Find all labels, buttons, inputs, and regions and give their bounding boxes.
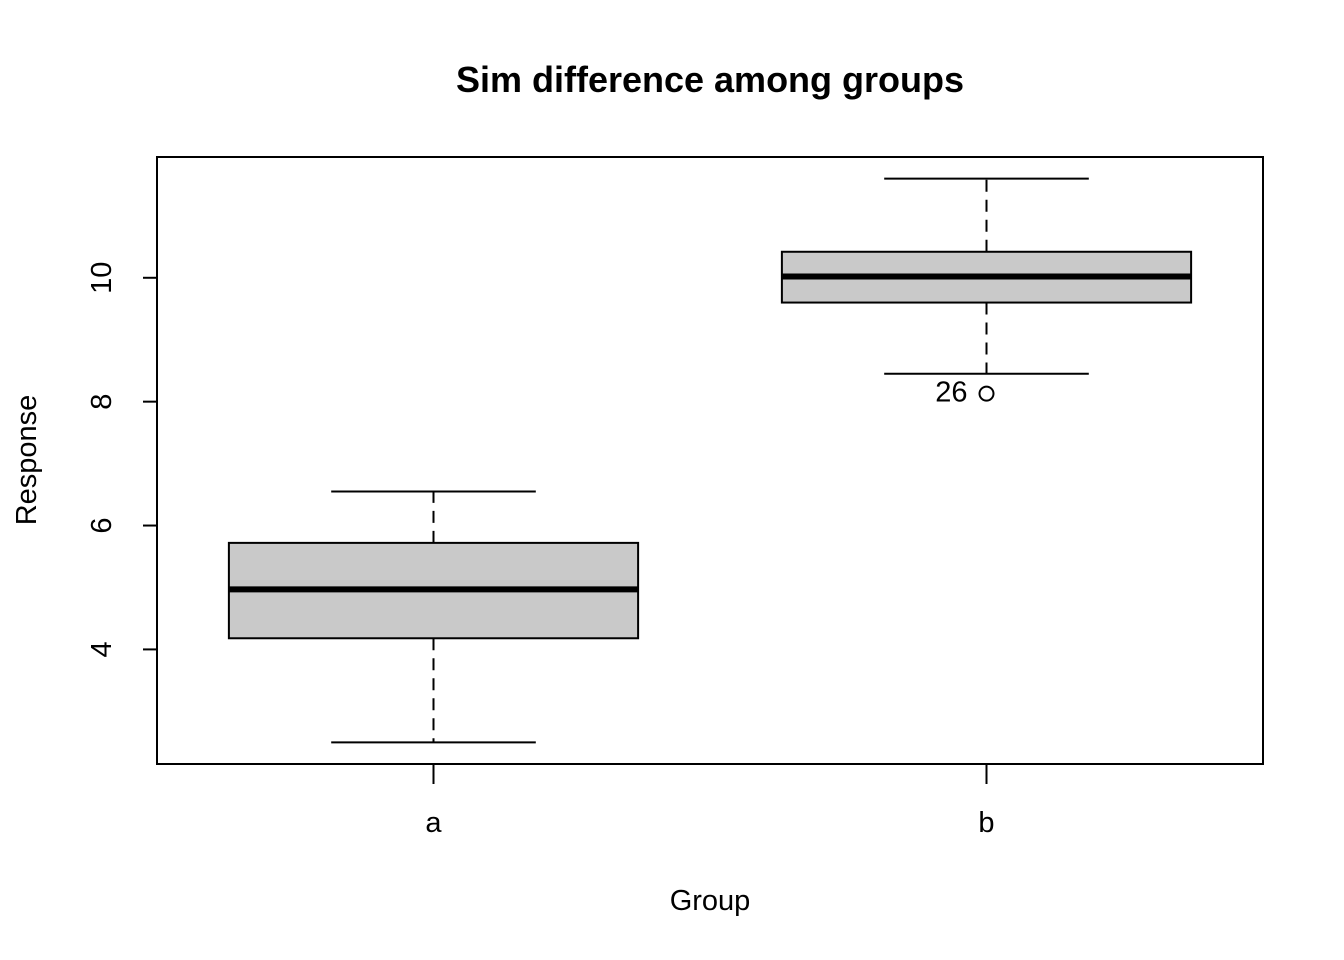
x-tick-label-a: a: [425, 807, 442, 839]
x-axis-label: Group: [670, 885, 751, 917]
chart-marks: 4 6 8 10 a b 26: [86, 177, 1193, 839]
x-tick-label-b: b: [978, 807, 994, 839]
y-axis-label: Response: [11, 395, 43, 526]
outlier-label-b: 26: [935, 377, 967, 409]
y-tick-label: 4: [86, 641, 118, 657]
plot-frame: [156, 156, 1264, 765]
y-tick-label: 10: [86, 262, 118, 294]
y-tick-label: 8: [86, 394, 118, 410]
outlier-point-b: [978, 385, 995, 402]
y-tick-label: 6: [86, 517, 118, 533]
chart-title: Sim difference among groups: [456, 59, 964, 100]
